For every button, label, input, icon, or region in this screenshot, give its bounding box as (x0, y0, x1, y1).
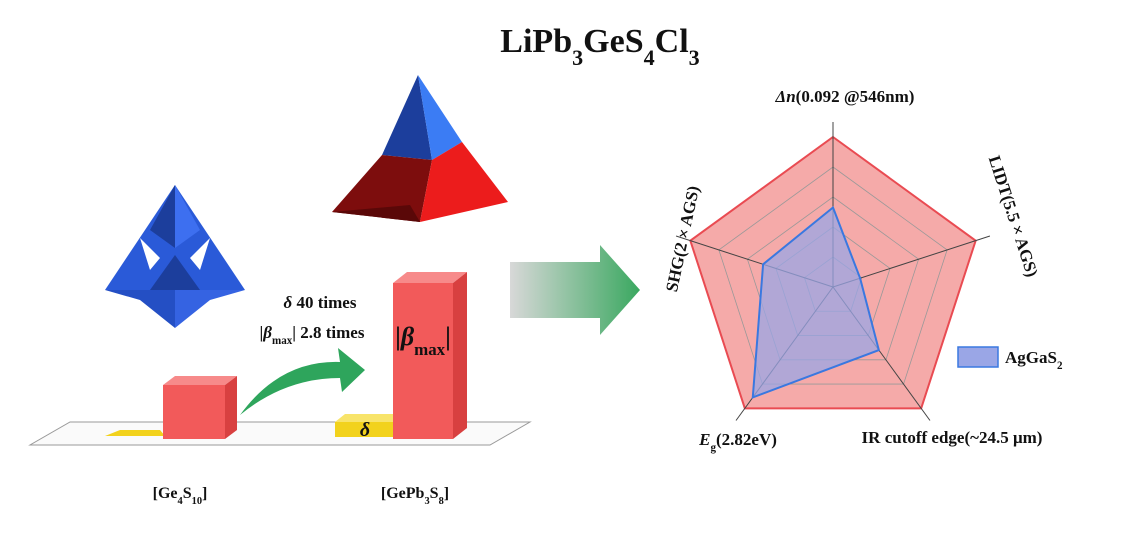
text-part: ] (202, 485, 207, 502)
text-part: (2.82eV) (716, 430, 777, 449)
text-part: δ (284, 293, 293, 312)
text-part: S (183, 485, 192, 502)
gepb3s8-cluster (332, 75, 508, 222)
text-part: [GePb (381, 485, 425, 502)
text-part: | 2.8 times (292, 323, 365, 342)
radar-chart: Δn(0.092 @546nm) LIDT(5.5 × AGS) IR cutoff… (662, 87, 1063, 454)
left-labels: δ 40 times|βmax| 2.8 times |βmax|δ[Ge4S10… (153, 293, 451, 507)
text-part: 3 (572, 45, 583, 70)
text-part: 40 times (292, 293, 357, 312)
delta-note: δ 40 times (284, 293, 357, 312)
ge4s10-cluster (105, 185, 245, 328)
radar-ring (718, 166, 948, 385)
text-part: Δn (775, 87, 796, 106)
delta-bar-label: δ (360, 419, 370, 441)
text-part: 2 (1057, 360, 1063, 372)
text-part: | (395, 322, 401, 351)
text-part: E (698, 430, 710, 449)
radar-axis-label: Eg(2.82eV) (698, 430, 777, 454)
text-part: LIDT(5.5 × AGS) (985, 153, 1042, 279)
text-part: ] (444, 485, 449, 502)
text-part: δ (360, 419, 370, 441)
radar-series (751, 205, 881, 399)
text-part: 3 (424, 496, 429, 507)
text-part: (0.092 @546nm) (796, 87, 915, 106)
text-part: 3 (689, 45, 700, 70)
title: LiPb3GeS4Cl3 (500, 23, 699, 70)
radar-axis-label: IR cutoff edge(~24.5 μm) (862, 428, 1043, 447)
title-text: LiPb3GeS4Cl3 (500, 23, 699, 70)
text-part: max (414, 340, 446, 359)
text-part: max (272, 335, 293, 347)
text-part: β (262, 323, 272, 342)
ge4s10-label: [Ge4S10] (153, 485, 208, 507)
radar-axis-label: Δn(0.092 @546nm) (775, 87, 915, 106)
text-part: β (400, 322, 415, 351)
beta-bar-label: |βmax| (395, 322, 451, 359)
text-part: g (710, 442, 716, 454)
legend-swatch (957, 346, 999, 368)
gepb3s8-label: [GePb3S8] (381, 485, 449, 507)
text-part: GeS (583, 23, 643, 60)
text-part: IR cutoff edge(~24.5 μm) (862, 428, 1043, 447)
text-part: S (430, 485, 439, 502)
text-part: 4 (178, 496, 183, 507)
text-part: AgGaS (1005, 348, 1057, 367)
text-part: Cl (655, 23, 689, 60)
text-part: 8 (439, 496, 444, 507)
text-part: 10 (192, 496, 202, 507)
legend-label: AgGaS2 (1005, 348, 1063, 372)
text-part: LiPb (500, 23, 572, 60)
bar-illustration (28, 245, 640, 446)
text-part: [Ge (153, 485, 178, 502)
text-part: | (260, 323, 264, 342)
radar-axis-label: LIDT(5.5 × AGS) (985, 153, 1042, 279)
text-part: 4 (644, 45, 655, 70)
beta-note: |βmax| 2.8 times (260, 323, 365, 347)
text-part: | (445, 322, 451, 351)
